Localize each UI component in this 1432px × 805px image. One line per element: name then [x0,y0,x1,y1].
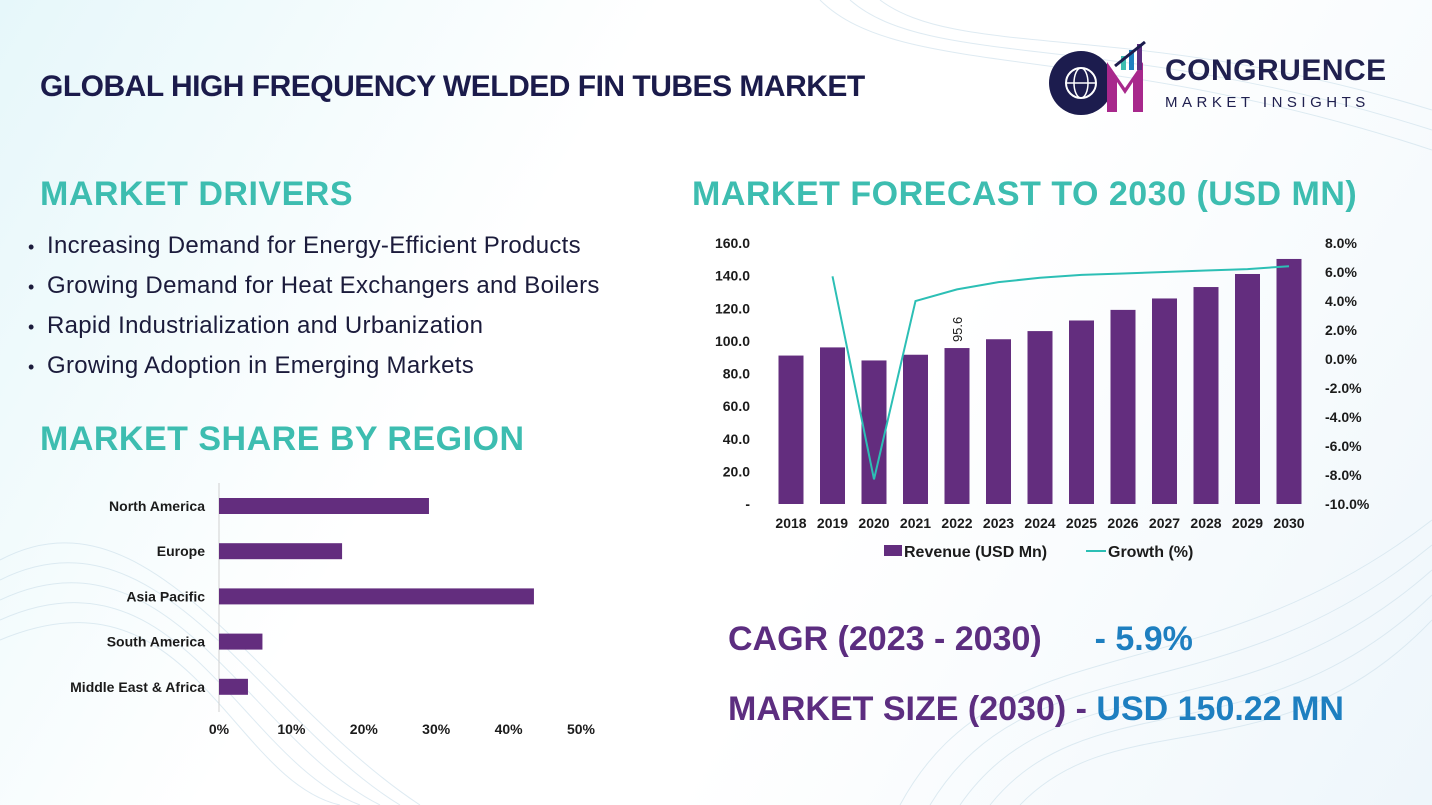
driver-text: Growing Adoption in Emerging Markets [47,352,475,379]
bullet-icon: • [28,237,35,257]
bullet-icon: • [28,277,35,297]
region-share-heading: MARKET SHARE BY REGION [40,420,525,458]
page-title: GLOBAL HIGH FREQUENCY WELDED FIN TUBES M… [40,70,865,103]
cagr-label: CAGR (2023 - 2030) [728,620,1042,658]
cagr-stat: CAGR (2023 - 2030) - 5.9% [728,620,1193,659]
bullet-icon: • [28,317,35,337]
list-item: • Increasing Demand for Energy-Efficient … [28,230,600,270]
market-size-label: MARKET SIZE (2030) - [728,690,1087,728]
logo-subtitle: MARKET INSIGHTS [1165,94,1370,111]
logo-name: CONGRUENCE [1165,54,1387,87]
driver-text: Rapid Industrialization and Urbanization [47,312,484,339]
company-logo: CONGRUENCE MARKET INSIGHTS [1045,40,1405,120]
forecast-heading: MARKET FORECAST TO 2030 (USD MN) [692,175,1358,213]
logo-monogram-icon [1049,40,1146,115]
driver-text: Growing Demand for Heat Exchangers and B… [47,272,600,299]
market-drivers-heading: MARKET DRIVERS [40,175,354,213]
cagr-value: - 5.9% [1094,620,1193,658]
list-item: • Growing Demand for Heat Exchangers and … [28,270,600,310]
drivers-list: • Increasing Demand for Energy-Efficient … [28,230,600,390]
list-item: • Growing Adoption in Emerging Markets [28,350,600,390]
market-size-stat: MARKET SIZE (2030) - USD 150.22 MN [728,690,1344,729]
bullet-icon: • [28,357,35,377]
list-item: • Rapid Industrialization and Urbanizatio… [28,310,600,350]
market-size-value: USD 150.22 MN [1096,690,1344,728]
driver-text: Increasing Demand for Energy-Efficient P… [47,232,581,259]
